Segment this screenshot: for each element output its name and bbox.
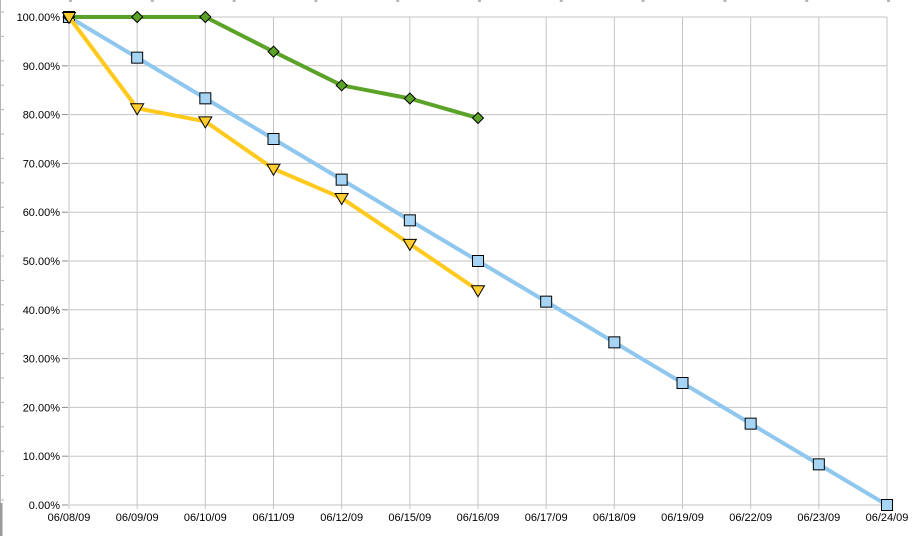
x-axis-tick-label: 06/09/09	[116, 512, 159, 524]
crop-artifact-top-text-remnant	[559, 0, 563, 2]
crop-artifact-top-text-remnant	[887, 0, 890, 2]
crop-artifact-top-text-remnant	[69, 0, 72, 2]
y-axis-tick-label: 10.00%	[23, 451, 61, 463]
crop-artifact-top-text-remnant	[396, 0, 400, 2]
x-axis-tick-label: 06/12/09	[320, 512, 363, 524]
x-axis-tick-label: 06/11/09	[252, 512, 294, 524]
data-point-marker-blue-square-series-ideal-burndown	[472, 255, 484, 267]
data-point-marker-blue-square-series-ideal-burndown	[540, 295, 553, 308]
x-axis-tick-label: 06/22/09	[729, 512, 772, 524]
crop-artifact-top-text-remnant	[641, 0, 645, 2]
x-axis-tick-label: 06/23/09	[797, 512, 840, 524]
crop-artifact-bottom-left	[0, 503, 3, 536]
data-point-marker-green-diamond-series	[471, 111, 485, 125]
x-axis-tick-label: 06/08/09	[48, 512, 91, 524]
data-point-marker-blue-square-series-ideal-burndown	[676, 377, 689, 389]
data-point-marker-green-diamond-series	[130, 10, 144, 24]
data-point-marker-blue-square-series-ideal-burndown	[608, 336, 621, 349]
data-point-marker-blue-square-series-ideal-burndown	[881, 499, 893, 511]
data-point-marker-yellow-triangle-series	[129, 103, 145, 116]
y-axis-tick-label: 30.00%	[23, 354, 61, 366]
crop-artifact-top-text-remnant	[723, 0, 727, 2]
data-point-marker-green-diamond-series	[199, 10, 212, 24]
data-point-marker-blue-square-series-ideal-burndown	[744, 417, 757, 430]
crop-artifact-top-text-remnant	[805, 0, 809, 2]
x-axis-tick-label: 06/18/09	[593, 512, 636, 524]
x-axis-tick-label: 06/10/09	[184, 512, 227, 524]
data-point-marker-blue-square-series-ideal-burndown	[131, 51, 144, 64]
y-axis-tick-label: 100.00%	[17, 12, 61, 24]
data-point-marker-yellow-triangle-series	[334, 193, 350, 206]
data-point-marker-yellow-triangle-series	[266, 163, 281, 177]
data-point-marker-blue-square-series-ideal-burndown	[335, 173, 348, 186]
y-axis-tick-label: 70.00%	[23, 158, 61, 170]
data-point-marker-yellow-triangle-series	[197, 116, 213, 129]
crop-artifact-top-text-remnant	[150, 0, 154, 2]
data-point-marker-yellow-triangle-series	[402, 238, 418, 252]
data-point-marker-green-diamond-series	[335, 79, 348, 92]
data-point-marker-green-diamond-series	[267, 45, 280, 58]
crop-artifact-top-text-remnant	[478, 0, 481, 2]
crop-artifact-top-text-remnant	[314, 0, 318, 2]
y-axis-tick-label: 40.00%	[23, 305, 61, 317]
data-point-marker-blue-square-series-ideal-burndown	[403, 214, 416, 227]
x-axis-tick-label: 06/15/09	[388, 512, 431, 524]
y-axis-tick-label: 20.00%	[23, 402, 61, 414]
data-point-marker-green-diamond-series	[403, 92, 417, 105]
y-axis-tick-label: 90.00%	[23, 61, 61, 73]
data-point-marker-yellow-triangle-series	[61, 12, 77, 25]
x-axis-tick-label: 06/19/09	[661, 512, 704, 524]
y-axis-tick-label: 80.00%	[23, 110, 61, 122]
y-axis-tick-label: 50.00%	[23, 256, 61, 268]
crop-artifact-top-text-remnant	[232, 0, 236, 2]
data-point-marker-yellow-triangle-series	[470, 285, 486, 298]
x-axis-tick-label: 06/16/09	[457, 512, 500, 524]
data-point-marker-blue-square-series-ideal-burndown	[267, 133, 280, 145]
y-axis-tick-label: 60.00%	[23, 207, 61, 219]
data-point-marker-blue-square-series-ideal-burndown	[812, 458, 825, 471]
data-point-marker-blue-square-series-ideal-burndown	[199, 92, 212, 105]
y-axis-tick-label: 0.00%	[29, 500, 60, 512]
x-axis-tick-label: 06/24/09	[866, 512, 909, 524]
x-axis-tick-label: 06/17/09	[525, 512, 568, 524]
